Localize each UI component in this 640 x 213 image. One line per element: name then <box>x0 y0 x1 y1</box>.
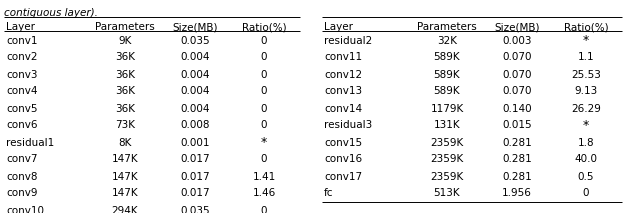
Text: 9.13: 9.13 <box>574 86 598 96</box>
Text: 36K: 36K <box>115 86 135 96</box>
Text: conv16: conv16 <box>324 154 362 164</box>
Text: conv7: conv7 <box>6 154 38 164</box>
Text: 0.281: 0.281 <box>502 171 532 181</box>
Text: 0: 0 <box>260 86 268 96</box>
Text: Parameters: Parameters <box>417 22 477 32</box>
Text: fc: fc <box>324 189 333 199</box>
Text: 147K: 147K <box>112 154 138 164</box>
Text: conv11: conv11 <box>324 52 362 62</box>
Text: 0.001: 0.001 <box>180 138 210 147</box>
Text: 25.53: 25.53 <box>571 69 601 79</box>
Text: 1.1: 1.1 <box>578 52 595 62</box>
Text: 589K: 589K <box>434 69 460 79</box>
Text: conv17: conv17 <box>324 171 362 181</box>
Text: 40.0: 40.0 <box>575 154 598 164</box>
Text: 0: 0 <box>260 36 268 46</box>
Text: 0.5: 0.5 <box>578 171 595 181</box>
Text: *: * <box>583 34 589 47</box>
Text: conv14: conv14 <box>324 104 362 114</box>
Text: Layer: Layer <box>6 22 35 32</box>
Text: contiguous layer).: contiguous layer). <box>4 8 98 18</box>
Text: 2359K: 2359K <box>430 138 463 147</box>
Text: 0.008: 0.008 <box>180 121 210 131</box>
Text: conv2: conv2 <box>6 52 38 62</box>
Text: 0: 0 <box>260 104 268 114</box>
Text: Ratio(%): Ratio(%) <box>242 22 286 32</box>
Text: 36K: 36K <box>115 104 135 114</box>
Text: Parameters: Parameters <box>95 22 155 32</box>
Text: conv15: conv15 <box>324 138 362 147</box>
Text: 0.070: 0.070 <box>502 86 532 96</box>
Text: 589K: 589K <box>434 86 460 96</box>
Text: conv3: conv3 <box>6 69 38 79</box>
Text: conv9: conv9 <box>6 189 38 199</box>
Text: 513K: 513K <box>434 189 460 199</box>
Text: conv8: conv8 <box>6 171 38 181</box>
Text: conv4: conv4 <box>6 86 38 96</box>
Text: 589K: 589K <box>434 52 460 62</box>
Text: 2359K: 2359K <box>430 154 463 164</box>
Text: 0.004: 0.004 <box>180 104 210 114</box>
Text: 36K: 36K <box>115 52 135 62</box>
Text: 0.281: 0.281 <box>502 154 532 164</box>
Text: 0.035: 0.035 <box>180 206 210 213</box>
Text: 1.46: 1.46 <box>252 189 276 199</box>
Text: 0: 0 <box>260 52 268 62</box>
Text: 0.035: 0.035 <box>180 36 210 46</box>
Text: 294K: 294K <box>112 206 138 213</box>
Text: 0.070: 0.070 <box>502 69 532 79</box>
Text: conv13: conv13 <box>324 86 362 96</box>
Text: 0.015: 0.015 <box>502 121 532 131</box>
Text: conv1: conv1 <box>6 36 38 46</box>
Text: conv10: conv10 <box>6 206 44 213</box>
Text: 1.8: 1.8 <box>578 138 595 147</box>
Text: 0: 0 <box>260 154 268 164</box>
Text: 0.281: 0.281 <box>502 138 532 147</box>
Text: *: * <box>261 136 267 149</box>
Text: 0.017: 0.017 <box>180 154 210 164</box>
Text: 9K: 9K <box>118 36 132 46</box>
Text: 147K: 147K <box>112 171 138 181</box>
Text: 0: 0 <box>583 189 589 199</box>
Text: residual3: residual3 <box>324 121 372 131</box>
Text: 0: 0 <box>260 206 268 213</box>
Text: 0: 0 <box>260 121 268 131</box>
Text: 1179K: 1179K <box>430 104 463 114</box>
Text: 0.004: 0.004 <box>180 69 210 79</box>
Text: 0.004: 0.004 <box>180 52 210 62</box>
Text: Size(MB): Size(MB) <box>494 22 540 32</box>
Text: 1.956: 1.956 <box>502 189 532 199</box>
Text: Layer: Layer <box>324 22 353 32</box>
Text: 0.017: 0.017 <box>180 189 210 199</box>
Text: 0.004: 0.004 <box>180 86 210 96</box>
Text: 0.003: 0.003 <box>502 36 532 46</box>
Text: 73K: 73K <box>115 121 135 131</box>
Text: conv6: conv6 <box>6 121 38 131</box>
Text: 26.29: 26.29 <box>571 104 601 114</box>
Text: 36K: 36K <box>115 69 135 79</box>
Text: 147K: 147K <box>112 189 138 199</box>
Text: 0.017: 0.017 <box>180 171 210 181</box>
Text: conv5: conv5 <box>6 104 38 114</box>
Text: 32K: 32K <box>437 36 457 46</box>
Text: 0.070: 0.070 <box>502 52 532 62</box>
Text: residual1: residual1 <box>6 138 54 147</box>
Text: 131K: 131K <box>434 121 460 131</box>
Text: residual2: residual2 <box>324 36 372 46</box>
Text: 1.41: 1.41 <box>252 171 276 181</box>
Text: *: * <box>583 119 589 132</box>
Text: 8K: 8K <box>118 138 132 147</box>
Text: 2359K: 2359K <box>430 171 463 181</box>
Text: Ratio(%): Ratio(%) <box>564 22 608 32</box>
Text: conv12: conv12 <box>324 69 362 79</box>
Text: Size(MB): Size(MB) <box>172 22 218 32</box>
Text: 0: 0 <box>260 69 268 79</box>
Text: 0.140: 0.140 <box>502 104 532 114</box>
